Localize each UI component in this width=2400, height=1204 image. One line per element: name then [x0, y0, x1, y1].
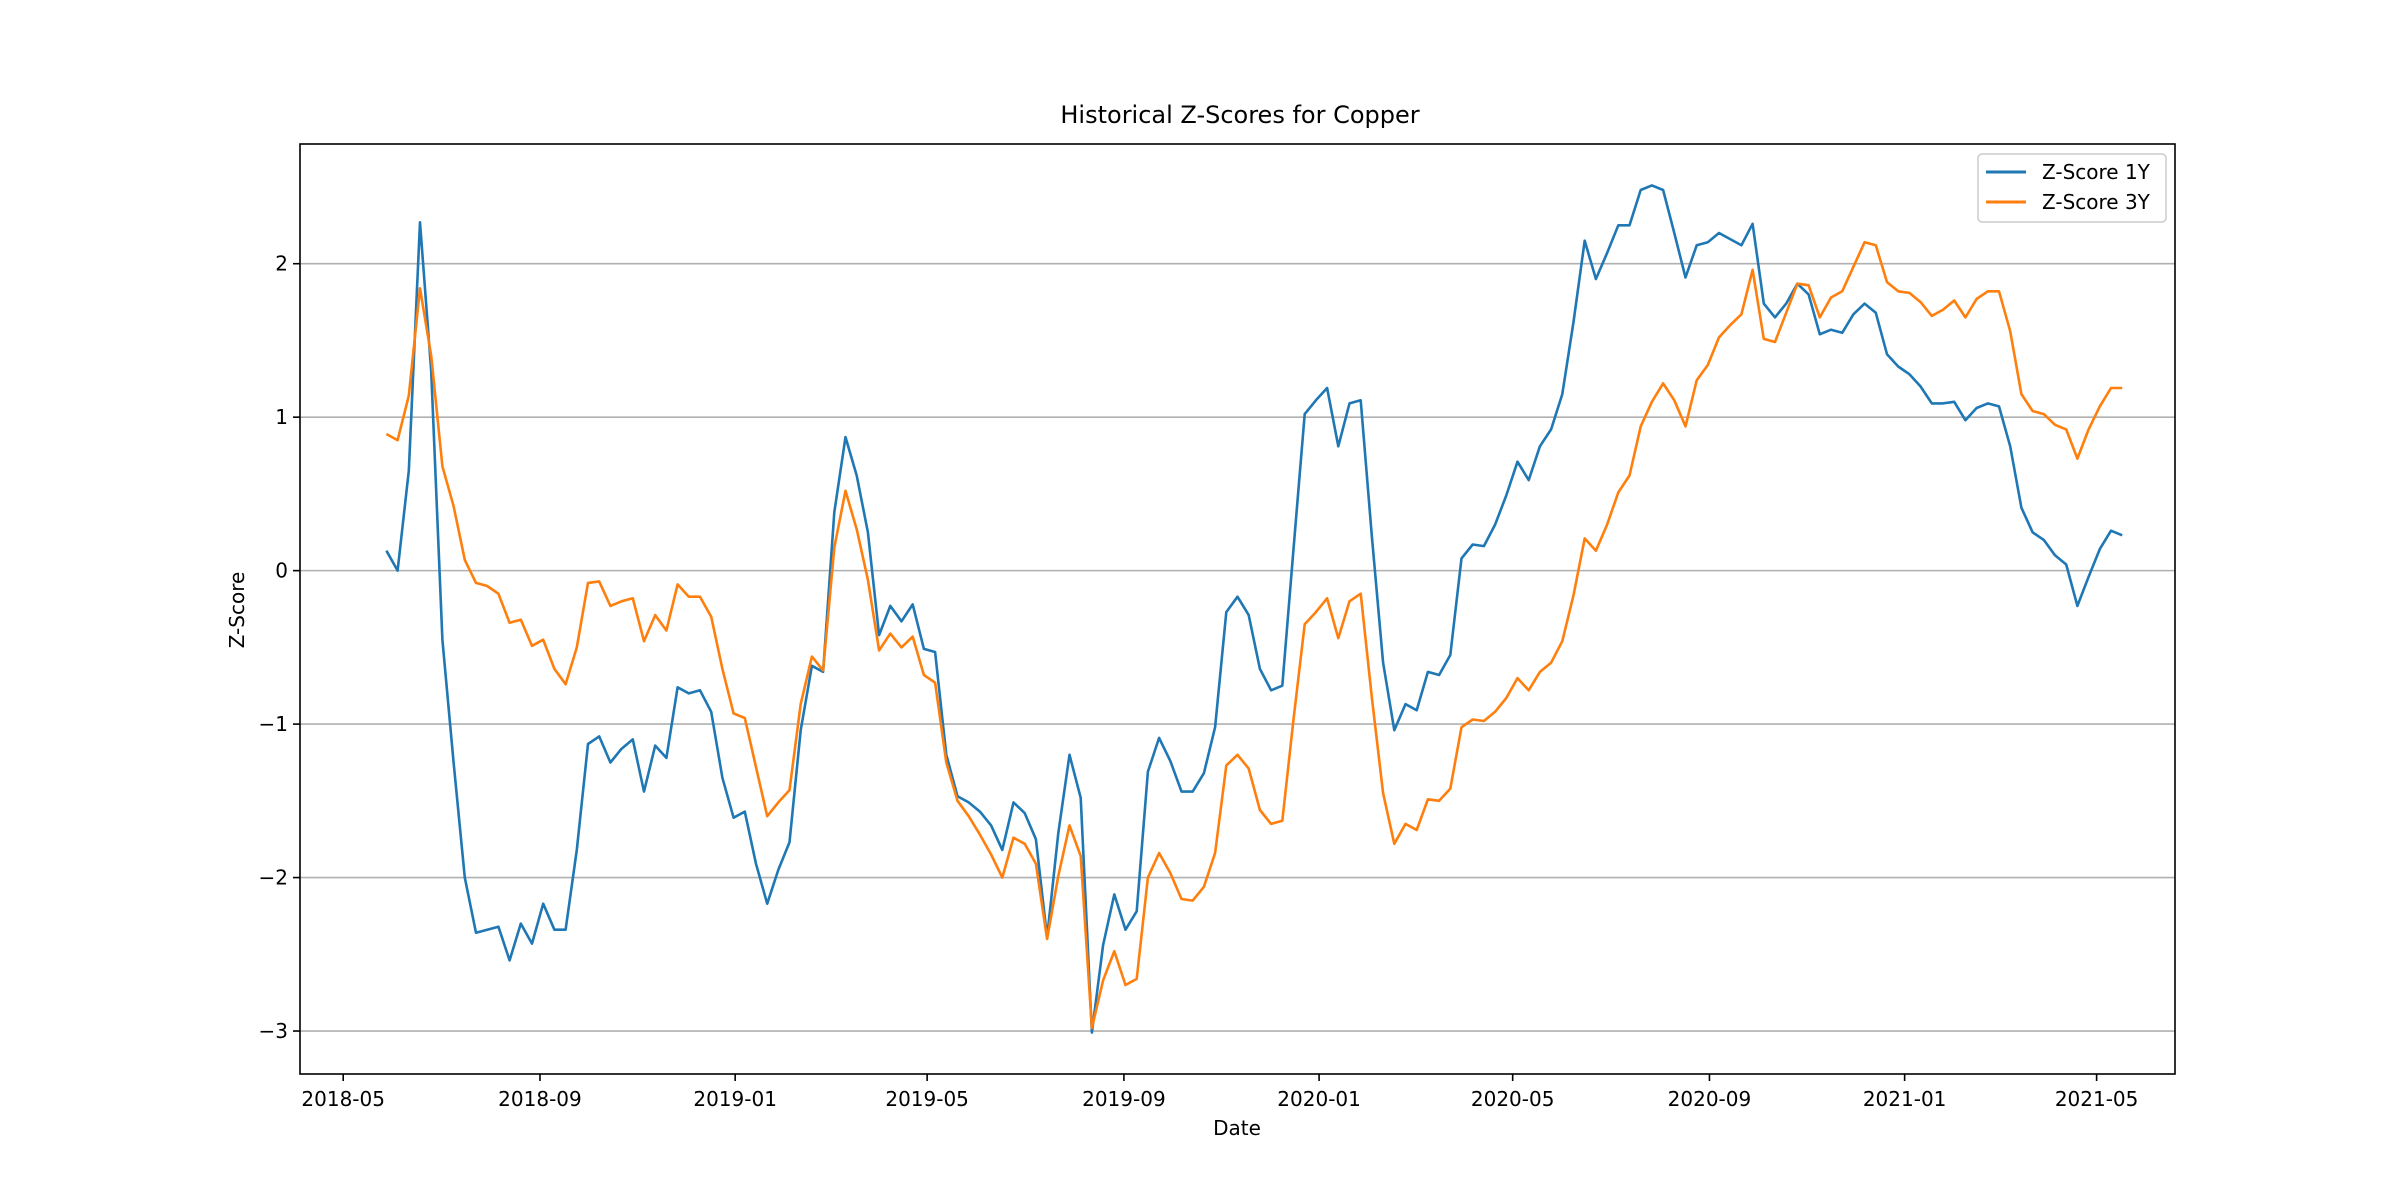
- x-tick-label: 2021-05: [2055, 1087, 2139, 1111]
- x-tick-label: 2020-01: [1277, 1087, 1361, 1111]
- y-tick-label: −3: [259, 1019, 288, 1043]
- x-axis: 2018-05 2018-09 2019-01 2019-05 2019-09 2020-…: [301, 1074, 2138, 1111]
- series-line-z-score-1y: [385, 184, 2123, 1034]
- x-axis-label: Date: [1213, 1116, 1261, 1140]
- y-axis: −3 −2 −1 0 1 2: [259, 252, 300, 1043]
- x-tick-label: 2019-05: [885, 1087, 969, 1111]
- x-tick-label: 2020-09: [1668, 1087, 1752, 1111]
- x-tick-label: 2019-09: [1082, 1087, 1166, 1111]
- x-tick-label: 2018-09: [498, 1087, 582, 1111]
- legend: Z-Score 1Y Z-Score 3Y: [1977, 153, 2167, 223]
- legend-label-1y: Z-Score 1Y: [2042, 160, 2151, 184]
- series-lines: [385, 184, 2123, 1034]
- y-tick-label: 0: [275, 559, 288, 583]
- y-tick-label: −2: [259, 866, 288, 890]
- y-tick-label: 1: [275, 405, 288, 429]
- series-line-z-score-3y: [385, 240, 2123, 1030]
- y-axis-label: Z-Score: [225, 572, 249, 649]
- gridlines: [300, 262, 2175, 1032]
- chart-title: Historical Z-Scores for Copper: [1060, 101, 1419, 129]
- x-tick-label: 2021-01: [1863, 1087, 1947, 1111]
- x-tick-label: 2019-01: [693, 1087, 777, 1111]
- x-tick-label: 2020-05: [1471, 1087, 1555, 1111]
- y-tick-label: 2: [275, 252, 288, 276]
- y-tick-label: −1: [259, 712, 288, 736]
- plot-area: [299, 143, 2176, 1075]
- x-tick-label: 2018-05: [301, 1087, 385, 1111]
- legend-label-3y: Z-Score 3Y: [2042, 190, 2151, 214]
